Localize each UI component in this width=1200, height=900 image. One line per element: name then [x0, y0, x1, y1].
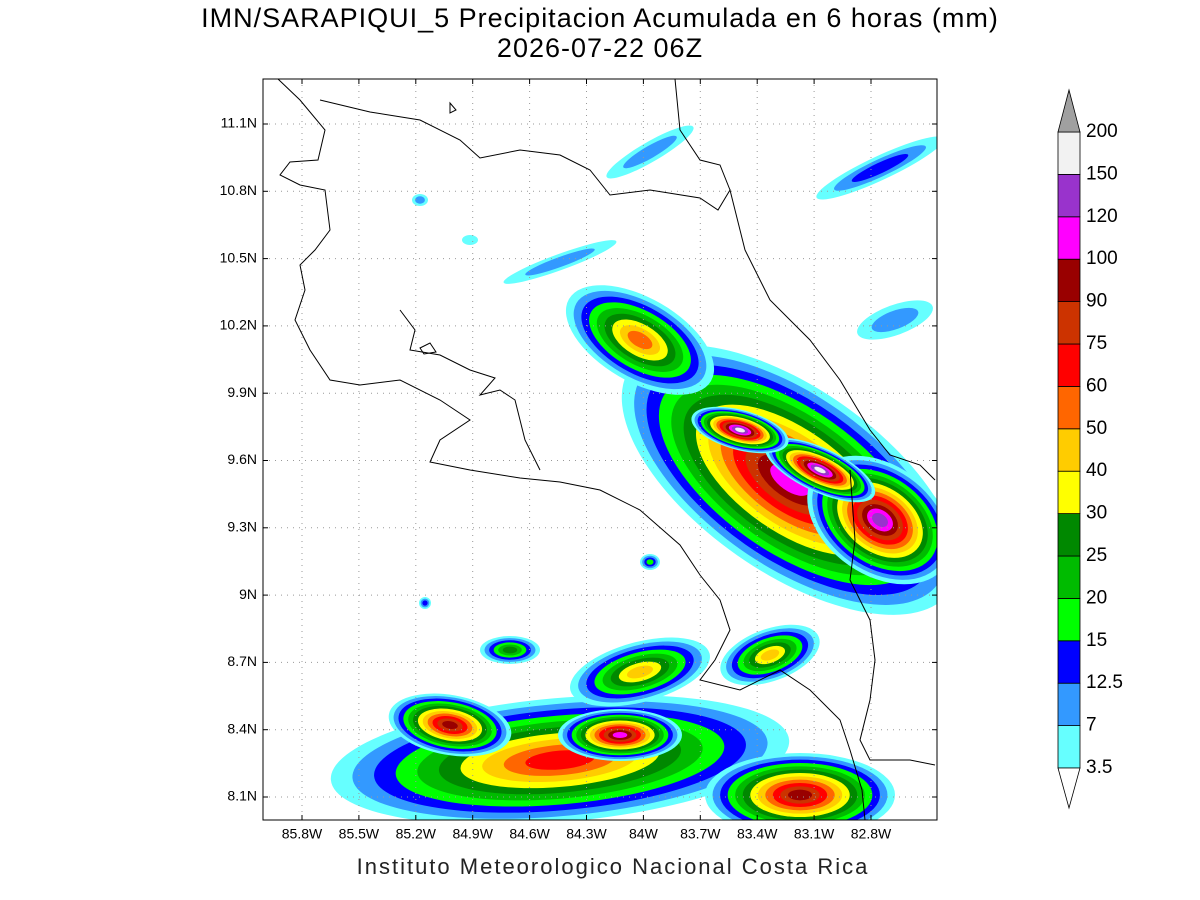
colorbar-box: [1057, 216, 1081, 260]
precip-contour: [872, 512, 888, 528]
colorbar-arrow: [1057, 767, 1081, 810]
precip-contour: [871, 307, 919, 333]
colorbar-label: 15: [1086, 630, 1107, 651]
precip-contour: [612, 731, 628, 739]
colorbar-box: [1057, 555, 1081, 599]
precip-contour: [442, 721, 458, 729]
precip-contour: [646, 559, 654, 565]
colorbar-box: [1057, 173, 1081, 218]
colorbar-label: 3.5: [1086, 757, 1112, 778]
coastline: [277, 79, 866, 820]
colorbar-label: 50: [1086, 418, 1107, 439]
colorbar-label: 25: [1086, 545, 1107, 566]
lat-tick-label: 11.1N: [221, 115, 257, 131]
lat-tick-label: 9N: [239, 586, 257, 602]
lon-tick-label: 84.3W: [566, 826, 607, 842]
precip-contour: [525, 750, 595, 770]
lon-tick-label: 83.1W: [794, 826, 835, 842]
lon-tick-label: 84W: [629, 826, 659, 842]
subtitle: 2026-07-22 06Z: [497, 33, 703, 63]
precip-contour: [627, 330, 653, 350]
colorbar-box: [1057, 725, 1081, 769]
colorbar-label: 30: [1086, 503, 1107, 524]
lon-tick-label: 84.6W: [509, 826, 550, 842]
lon-tick-label: 82.8W: [851, 826, 892, 842]
precip-contour: [814, 466, 826, 474]
lon-tick-label: 83.4W: [737, 826, 778, 842]
colorbar-label: 40: [1086, 460, 1107, 481]
colorbar: 3.5 7 12.5 15 20 25 30 40 50 60 75 90 100 120 150 200: [1057, 88, 1123, 810]
precip-contour: [462, 235, 478, 245]
lat-tick-label: 8.4N: [227, 720, 257, 736]
colorbar-box: [1057, 598, 1081, 642]
precipitation-field: [330, 125, 937, 820]
precip-contour: [735, 427, 745, 433]
colorbar-label: 100: [1086, 248, 1118, 269]
lat-tick-label: 10.2N: [220, 317, 257, 333]
precip-contour: [787, 789, 813, 801]
lake: [419, 101, 457, 355]
lon-tick-label: 83.7W: [680, 826, 721, 842]
precip-contour: [415, 196, 425, 204]
colorbar-label: 150: [1086, 163, 1118, 184]
colorbar-box: [1057, 640, 1081, 684]
precip-contour: [626, 665, 654, 679]
border: [849, 469, 936, 766]
colorbar-box: [1057, 682, 1081, 727]
lat-tick-label: 10.5N: [220, 249, 257, 265]
colorbar-label: 20: [1086, 587, 1107, 608]
precip-contour: [623, 135, 677, 169]
lat-tick-label: 10.8N: [220, 182, 257, 198]
colorbar-label: 60: [1086, 375, 1107, 396]
colorbar-box: [1057, 470, 1081, 515]
lat-tick-label: 9.6N: [227, 451, 257, 467]
lat-tick-label: 9.3N: [227, 519, 257, 535]
title: IMN/SARAPIQUI_5 Precipitacion Acumulada …: [201, 3, 999, 33]
border: [674, 79, 731, 191]
colorbar-label: 120: [1086, 206, 1118, 227]
precip-contour: [760, 649, 780, 661]
lon-tick-label: 85.8W: [282, 826, 323, 842]
map-frame: [262, 78, 938, 821]
lat-tick-label: 8.1N: [227, 788, 257, 804]
colorbar-box: [1057, 301, 1081, 345]
colorbar-label: 7: [1086, 715, 1097, 736]
colorbar-label: 200: [1086, 121, 1118, 142]
lat-tick-label: 9.9N: [227, 384, 257, 400]
colorbar-arrow: [1057, 88, 1081, 133]
coastline: [399, 309, 541, 471]
colorbar-label: 75: [1086, 333, 1107, 354]
colorbar-box: [1057, 385, 1081, 430]
coastlines: [277, 79, 936, 820]
precip-contour: [525, 248, 595, 276]
colorbar-box: [1057, 258, 1081, 303]
colorbar-label: 12.5: [1086, 672, 1123, 693]
border: [319, 99, 936, 481]
precip-contour: [502, 646, 518, 654]
lon-tick-label: 85.5W: [339, 826, 380, 842]
colorbar-box: [1057, 513, 1081, 557]
precip-contour: [422, 600, 428, 606]
colorbar-box: [1057, 343, 1081, 387]
colorbar-box: [1057, 131, 1081, 175]
colorbar-label: 90: [1086, 291, 1107, 312]
footer: Instituto Meteorologico Nacional Costa R…: [357, 854, 870, 879]
lon-tick-label: 85.2W: [396, 826, 437, 842]
lon-tick-label: 84.9W: [452, 826, 493, 842]
graticule: 11.1N 10.8N 10.5N 10.2N 9.9N 9.6N 9.3N 9N 8.7N 8.…: [220, 79, 937, 842]
lat-tick-label: 8.7N: [227, 653, 257, 669]
precip-contour: [770, 464, 810, 496]
precip-contour: [851, 153, 909, 183]
colorbar-box: [1057, 428, 1081, 472]
